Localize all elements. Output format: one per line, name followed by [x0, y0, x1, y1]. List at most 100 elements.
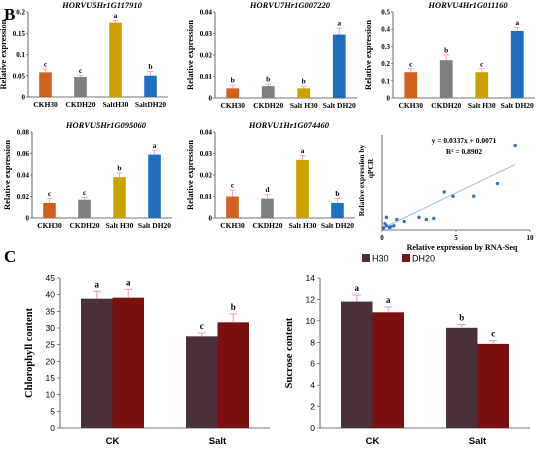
x-tick-label: CKDH20: [66, 100, 96, 109]
x-tick-label: CKDH20: [253, 101, 283, 110]
data-point: [513, 143, 517, 148]
y-axis-label: Chlorophyll content: [24, 308, 35, 398]
significance-letter: c: [83, 188, 87, 197]
y-tick-label: 10: [46, 390, 56, 400]
significance-letter: b: [266, 75, 270, 84]
y-tick-label: 0.02: [200, 52, 213, 60]
y-tick-label: 0.03: [200, 150, 213, 158]
y-tick-label: 0.04: [200, 9, 213, 17]
bar: [439, 60, 453, 98]
y-tick-label: 15: [46, 373, 56, 383]
y-tick-label: 0.02: [200, 172, 213, 180]
bar: [296, 159, 309, 218]
bar: [477, 343, 509, 428]
x-tick-label: Salt: [209, 436, 227, 447]
significance-letter: c: [231, 181, 235, 190]
x-tick-label: 10: [527, 234, 535, 242]
y-tick-label: 0.4: [381, 26, 390, 34]
bar: [372, 312, 404, 428]
y-tick-label: 12: [306, 294, 316, 304]
bar: [331, 202, 344, 218]
y-axis-label-line2: qPCR: [366, 158, 375, 178]
x-tick-label: CKDH20: [70, 221, 100, 230]
significance-letter: b: [148, 62, 152, 71]
data-point: [384, 224, 389, 228]
chart-title: HORVU4Hr1G011160: [427, 0, 508, 10]
data-point: [432, 216, 436, 221]
bar: [510, 30, 524, 99]
significance-letter: c: [79, 66, 83, 75]
r-squared: R² = 0.8902: [446, 147, 483, 156]
y-tick-label: 30: [46, 323, 56, 333]
x-tick-label: CKH30: [33, 100, 58, 109]
y-axis-label: Sucrose content: [284, 317, 295, 388]
x-tick-label: CKH30: [398, 101, 423, 110]
y-tick-label: 40: [46, 290, 56, 300]
x-tick-label: CKH30: [37, 221, 62, 230]
significance-letter: a: [515, 18, 519, 27]
y-tick-label: 0.03: [200, 30, 213, 38]
bar: [297, 88, 311, 98]
bar: [109, 22, 122, 97]
x-tick-label: SaltH30: [103, 100, 129, 109]
data-point: [392, 224, 396, 228]
panel-b5: HORVU1Hr1G074460 Relative expression 0 0.01…: [185, 120, 355, 230]
significance-letter: b: [335, 189, 339, 198]
x-tick-label: Salt DH20: [323, 101, 356, 110]
significance-letter: c: [200, 321, 204, 331]
trend-equation: y = 0.0337x + 0.0071: [432, 136, 497, 145]
significance-letter: b: [444, 46, 448, 55]
x-tick-label: CKDH20: [253, 221, 283, 230]
bar: [43, 202, 56, 218]
legend-swatch: [362, 254, 370, 262]
bar: [81, 298, 113, 428]
data-point: [424, 217, 429, 222]
y-tick-label: 0.15: [13, 30, 26, 38]
significance-letter: c: [491, 329, 495, 339]
y-tick-label: 35: [46, 306, 56, 316]
x-tick-label: Salt H30: [289, 221, 317, 230]
x-tick-label: Salt H30: [106, 221, 134, 230]
x-tick-label: CK: [366, 436, 380, 447]
significance-letter: c: [44, 59, 48, 68]
x-tick-label: SaltDH20: [135, 100, 167, 109]
y-tick-label: 0: [22, 94, 26, 102]
chart-title: HORVU5Hr1G095060: [65, 120, 147, 130]
y-axis-label: Relative expression: [185, 140, 195, 210]
panel-b4: HORVU5Hr1G095060 Relative expression 0 0.02…: [2, 120, 172, 230]
x-tick-label: 5: [454, 234, 458, 242]
significance-letter: c: [480, 59, 484, 68]
y-tick-label: 14: [306, 273, 316, 283]
bar: [74, 77, 87, 97]
y-tick-label: 8: [310, 337, 315, 347]
y-axis-label: Relative expression: [185, 20, 195, 90]
y-axis-label: Relative expression: [0, 19, 8, 89]
y-tick-label: 0.5: [381, 9, 390, 17]
data-point: [495, 181, 500, 186]
bar: [148, 154, 161, 218]
x-tick-label: Salt DH20: [501, 101, 534, 110]
bar: [186, 336, 218, 428]
x-tick-label: CKH30: [220, 221, 245, 230]
y-tick-label: 0.1: [16, 51, 25, 59]
significance-letter: b: [459, 313, 464, 323]
y-tick-label: 0: [310, 423, 315, 433]
significance-letter: a: [337, 19, 341, 28]
bar: [78, 199, 91, 218]
bar: [39, 72, 52, 97]
y-tick-label: 0.06: [17, 150, 30, 158]
trend-line: [381, 164, 516, 229]
bar: [226, 196, 239, 218]
bar: [113, 177, 126, 218]
data-point: [472, 194, 476, 198]
bar: [261, 198, 274, 218]
x-tick-label: Salt H30: [290, 101, 318, 110]
y-tick-label: 0: [50, 423, 55, 433]
significance-letter: d: [265, 185, 270, 194]
bar: [341, 301, 373, 428]
y-tick-label: 0.01: [200, 193, 213, 201]
x-tick-label: CK: [106, 436, 120, 447]
chart-title: HORVU1Hr1G074460: [248, 120, 330, 130]
panel-b2: HORVU7Hr1G007220 Relative expression 0 0.01…: [185, 0, 357, 110]
y-tick-label: 0: [209, 95, 213, 103]
